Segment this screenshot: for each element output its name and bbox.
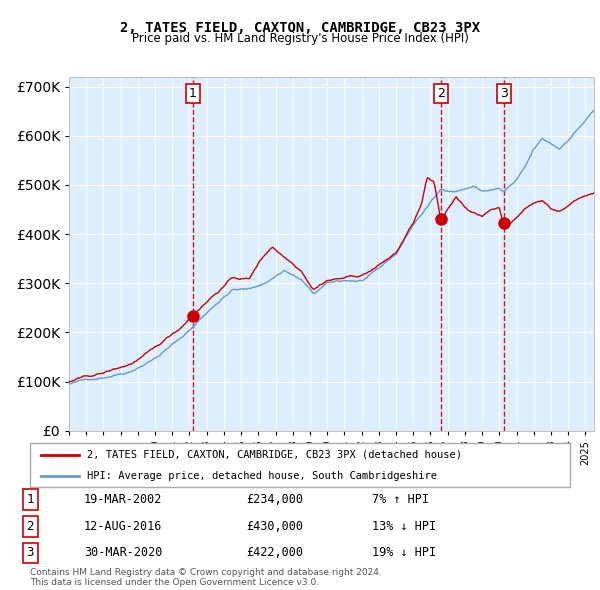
Text: 19% ↓ HPI: 19% ↓ HPI <box>372 546 436 559</box>
Text: 13% ↓ HPI: 13% ↓ HPI <box>372 520 436 533</box>
Text: 2: 2 <box>26 520 34 533</box>
Text: 3: 3 <box>500 87 508 100</box>
Text: Contains HM Land Registry data © Crown copyright and database right 2024.
This d: Contains HM Land Registry data © Crown c… <box>30 568 382 587</box>
Text: 19-MAR-2002: 19-MAR-2002 <box>84 493 163 506</box>
Text: 30-MAR-2020: 30-MAR-2020 <box>84 546 163 559</box>
Text: 2: 2 <box>437 87 445 100</box>
Text: HPI: Average price, detached house, South Cambridgeshire: HPI: Average price, detached house, Sout… <box>86 471 437 481</box>
Text: 1: 1 <box>26 493 34 506</box>
Text: 12-AUG-2016: 12-AUG-2016 <box>84 520 163 533</box>
Text: 3: 3 <box>26 546 34 559</box>
Text: Price paid vs. HM Land Registry's House Price Index (HPI): Price paid vs. HM Land Registry's House … <box>131 32 469 45</box>
Text: £430,000: £430,000 <box>246 520 303 533</box>
Text: 7% ↑ HPI: 7% ↑ HPI <box>372 493 429 506</box>
FancyBboxPatch shape <box>30 442 570 487</box>
Text: 2, TATES FIELD, CAXTON, CAMBRIDGE, CB23 3PX (detached house): 2, TATES FIELD, CAXTON, CAMBRIDGE, CB23 … <box>86 450 462 460</box>
Text: 1: 1 <box>189 87 197 100</box>
Text: 2, TATES FIELD, CAXTON, CAMBRIDGE, CB23 3PX: 2, TATES FIELD, CAXTON, CAMBRIDGE, CB23 … <box>120 21 480 35</box>
Text: £422,000: £422,000 <box>246 546 303 559</box>
Text: £234,000: £234,000 <box>246 493 303 506</box>
